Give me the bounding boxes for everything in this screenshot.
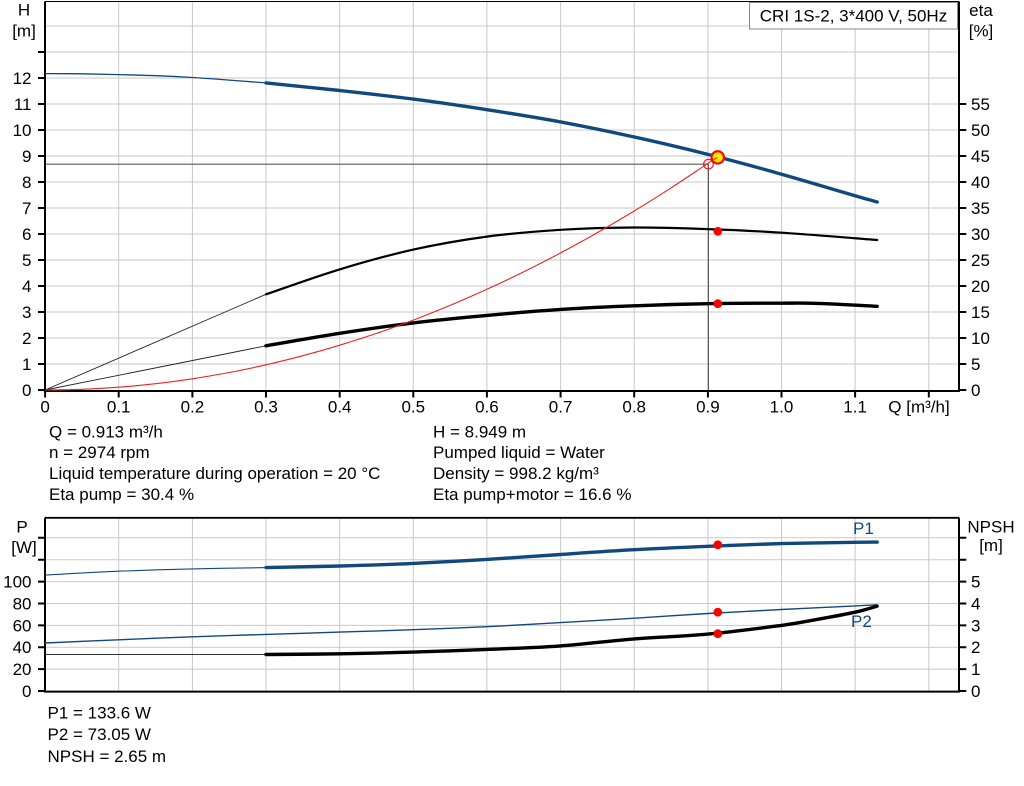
svg-text:eta: eta [969,1,993,20]
svg-text:55: 55 [971,95,990,114]
svg-text:2: 2 [22,329,31,348]
svg-text:1: 1 [22,355,31,374]
svg-text:7: 7 [22,199,31,218]
svg-text:5: 5 [22,251,31,270]
svg-text:10: 10 [971,329,990,348]
svg-text:20: 20 [971,277,990,296]
svg-text:0.1: 0.1 [107,398,131,417]
svg-text:P1 = 133.6 W: P1 = 133.6 W [48,704,151,723]
svg-text:1: 1 [971,660,980,679]
svg-text:0: 0 [22,381,31,400]
svg-text:40: 40 [971,173,990,192]
svg-text:[m]: [m] [979,536,1003,555]
svg-text:0: 0 [971,381,980,400]
svg-text:0.4: 0.4 [328,398,352,417]
svg-text:Density = 998.2 kg/m³: Density = 998.2 kg/m³ [433,464,599,483]
svg-text:Q [m³/h]: Q [m³/h] [888,398,949,417]
svg-text:[W]: [W] [11,538,37,557]
svg-text:25: 25 [971,251,990,270]
svg-text:0.9: 0.9 [696,398,720,417]
svg-text:Pumped liquid = Water: Pumped liquid = Water [433,443,605,462]
svg-text:3: 3 [971,616,980,635]
svg-text:8: 8 [22,173,31,192]
svg-text:11: 11 [14,95,32,114]
svg-text:H = 8.949 m: H = 8.949 m [433,422,526,441]
svg-text:10: 10 [13,121,32,140]
svg-text:NPSH: NPSH [967,518,1014,537]
svg-text:20: 20 [13,660,32,679]
svg-text:[%]: [%] [969,22,994,41]
svg-text:CRI 1S-2, 3*400 V, 50Hz: CRI 1S-2, 3*400 V, 50Hz [760,7,947,26]
svg-text:0: 0 [971,682,980,701]
svg-text:80: 80 [13,595,32,614]
svg-text:15: 15 [971,303,990,322]
svg-text:Liquid temperature during oper: Liquid temperature during operation = 20… [49,464,380,483]
svg-text:35: 35 [971,199,990,218]
svg-text:0.3: 0.3 [254,398,278,417]
svg-text:0.2: 0.2 [181,398,205,417]
svg-text:P: P [16,518,27,537]
svg-text:1.0: 1.0 [770,398,794,417]
svg-text:50: 50 [971,121,990,140]
svg-text:P2 = 73.05 W: P2 = 73.05 W [48,725,151,744]
svg-text:40: 40 [13,638,32,657]
svg-text:5: 5 [971,573,980,592]
svg-text:45: 45 [971,147,990,166]
svg-text:Q = 0.913 m³/h: Q = 0.913 m³/h [49,422,163,441]
svg-text:12: 12 [13,69,32,88]
svg-text:0.8: 0.8 [622,398,646,417]
svg-text:n = 2974 rpm: n = 2974 rpm [49,443,150,462]
svg-text:9: 9 [22,147,31,166]
svg-text:1.1: 1.1 [843,398,867,417]
svg-text:3: 3 [22,303,31,322]
svg-text:P2: P2 [851,612,872,631]
svg-text:0.6: 0.6 [475,398,499,417]
svg-text:Eta pump = 30.4 %: Eta pump = 30.4 % [49,485,194,504]
svg-text:4: 4 [971,595,980,614]
svg-text:100: 100 [3,573,31,592]
svg-text:0.7: 0.7 [549,398,573,417]
svg-text:30: 30 [971,225,990,244]
svg-text:5: 5 [971,355,980,374]
svg-text:0.5: 0.5 [401,398,425,417]
svg-text:0: 0 [22,682,31,701]
svg-text:NPSH = 2.65 m: NPSH = 2.65 m [48,747,167,766]
svg-text:0: 0 [40,398,49,417]
svg-text:60: 60 [13,616,32,635]
svg-text:H: H [18,1,30,20]
svg-text:Eta pump+motor = 16.6 %: Eta pump+motor = 16.6 % [433,485,631,504]
svg-text:P1: P1 [853,519,874,538]
svg-text:[m]: [m] [12,22,36,41]
svg-text:6: 6 [22,225,31,244]
svg-text:2: 2 [971,638,980,657]
svg-text:4: 4 [22,277,31,296]
